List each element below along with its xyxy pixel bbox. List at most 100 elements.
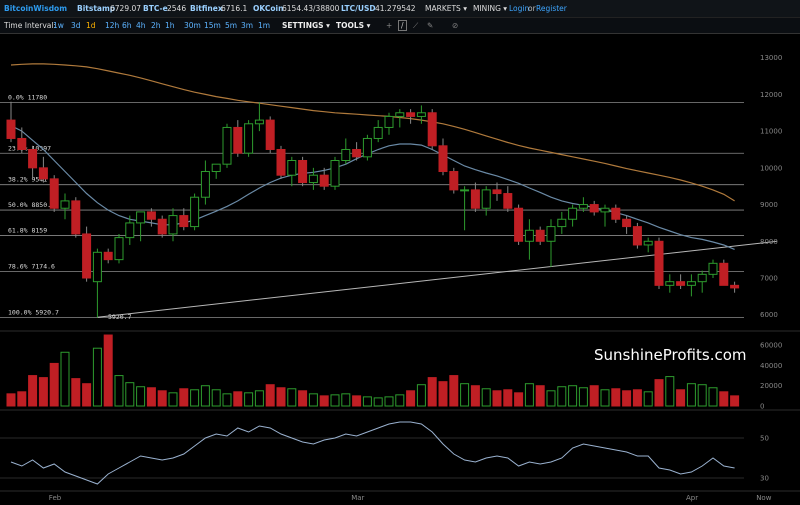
candle-down xyxy=(632,222,642,249)
candle-up xyxy=(125,215,135,245)
volume-tick-label: 20000 xyxy=(760,382,782,390)
interval-5m[interactable]: 5m xyxy=(225,21,238,30)
interval-12h[interactable]: 12h xyxy=(105,21,120,30)
market-bitstamp-label[interactable]: Bitstamp xyxy=(77,4,116,13)
interval-1d[interactable]: 1d xyxy=(86,21,96,30)
candle-up xyxy=(395,109,405,128)
top-bar: BitcoinWisdom Bitstamp 6729.07 BTC-e 254… xyxy=(0,0,800,18)
candle-down xyxy=(265,116,275,154)
volume-bar xyxy=(611,388,621,407)
volume-bar xyxy=(298,390,308,407)
candle-down xyxy=(298,156,308,187)
candle-down xyxy=(157,215,167,238)
volume-bar xyxy=(125,382,135,407)
candle-body xyxy=(730,284,740,289)
volume-bar xyxy=(308,393,318,407)
volume-bar xyxy=(103,334,113,407)
volume-bar xyxy=(362,396,372,407)
candle-body xyxy=(406,112,416,117)
interval-3d[interactable]: 3d xyxy=(71,21,81,30)
candle-body xyxy=(352,148,362,158)
interval-1w[interactable]: 1w xyxy=(53,21,64,30)
candle-up xyxy=(60,193,70,220)
candle-down xyxy=(276,145,286,179)
volume-bar xyxy=(546,390,556,407)
volume-bar xyxy=(200,385,210,407)
candle-body xyxy=(179,215,189,228)
candlestick-chart[interactable]: 0.0% 11780 23.6% 10397 38.2% 9541 50.0% 885… xyxy=(0,33,800,505)
brush-icon[interactable]: ✎ xyxy=(427,21,434,30)
candle-down xyxy=(17,127,27,154)
volume-bar xyxy=(470,385,480,407)
candle-body xyxy=(308,174,318,184)
register-link[interactable]: Register xyxy=(536,4,567,13)
candle-body xyxy=(103,251,113,261)
interval-4h[interactable]: 4h xyxy=(136,21,146,30)
x-tick-label: Mar xyxy=(351,494,364,502)
candle-up xyxy=(211,163,221,179)
watermark: SunshineProfits.com xyxy=(594,346,747,364)
brand-logo[interactable]: BitcoinWisdom xyxy=(4,4,68,13)
interval-15m[interactable]: 15m xyxy=(204,21,221,30)
candle-down xyxy=(49,175,59,212)
candle-body xyxy=(460,189,470,192)
moving-average-fast-line xyxy=(10,125,735,250)
candle-body xyxy=(600,207,610,213)
candle-body xyxy=(114,237,124,261)
candle-body xyxy=(643,240,653,246)
candle-down xyxy=(676,274,686,290)
candle-body xyxy=(546,226,556,242)
market-okcoin-label[interactable]: OKCoin xyxy=(253,4,284,13)
price-tick-label: 13000 xyxy=(760,54,782,62)
interval-30m[interactable]: 30m xyxy=(184,21,201,30)
market-bitfinex-label[interactable]: Bitfinex xyxy=(190,4,223,13)
interval-1m[interactable]: 1m xyxy=(258,21,271,30)
volume-bar xyxy=(384,396,394,407)
interval-6h[interactable]: 6h xyxy=(122,21,132,30)
candle-up xyxy=(244,120,254,157)
candle-body xyxy=(557,218,567,228)
interval-2h[interactable]: 2h xyxy=(151,21,161,30)
volume-bar xyxy=(568,385,578,407)
candle-down xyxy=(730,281,740,293)
candle-down xyxy=(82,226,92,282)
volume-bar xyxy=(416,384,426,407)
volume-bar xyxy=(557,386,567,407)
candle-down xyxy=(470,182,480,212)
market-btce-label[interactable]: BTC-e xyxy=(143,4,168,13)
price-tick-label: 6000 xyxy=(760,311,778,319)
ray-icon[interactable]: ⟋ xyxy=(413,21,419,30)
interval-3m[interactable]: 3m xyxy=(241,21,254,30)
tools-menu[interactable]: TOOLS ▾ xyxy=(336,21,371,30)
candle-body xyxy=(654,240,664,286)
candle-body xyxy=(697,273,707,283)
markets-menu[interactable]: MARKETS ▾ xyxy=(425,4,467,13)
volume-bar xyxy=(254,390,264,407)
volume-bar xyxy=(686,383,696,407)
volume-bar xyxy=(265,384,275,407)
volume-bar xyxy=(632,389,642,407)
candle-body xyxy=(503,193,513,209)
settings-menu[interactable]: SETTINGS ▾ xyxy=(282,21,330,30)
volume-bars: 0 20000 40000 60000 xyxy=(6,334,782,411)
candle-body xyxy=(38,167,48,180)
price-tick-label: 7000 xyxy=(760,275,778,283)
line-draw-icon[interactable]: / xyxy=(398,20,407,31)
interval-1h[interactable]: 1h xyxy=(165,21,175,30)
x-tick-label: Now xyxy=(756,494,772,502)
mining-menu[interactable]: MINING ▾ xyxy=(473,4,508,13)
candle-up xyxy=(341,138,351,165)
market-ltcusd-value: 41.279542 xyxy=(375,4,416,13)
login-link[interactable]: Login xyxy=(509,4,530,13)
candle-body xyxy=(92,251,102,283)
candles xyxy=(6,101,740,318)
crosshair-icon[interactable]: + xyxy=(386,21,393,30)
candle-body xyxy=(157,218,167,235)
clear-icon[interactable]: ⊘ xyxy=(452,21,459,30)
candle-down xyxy=(449,167,459,194)
low-annotation: 5920.7 xyxy=(108,313,132,321)
candle-body xyxy=(416,112,426,117)
fib-level-label: 0.0% 11780 xyxy=(8,93,47,101)
x-tick-label: Feb xyxy=(49,494,62,502)
market-ltcusd-label[interactable]: LTC/USD xyxy=(341,4,376,13)
